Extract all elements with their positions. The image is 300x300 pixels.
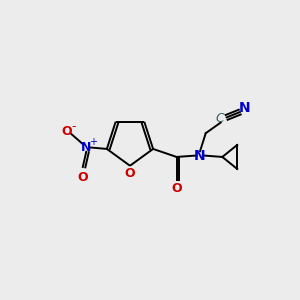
Text: N: N: [194, 148, 206, 163]
Text: N: N: [238, 101, 250, 115]
Text: O: O: [125, 167, 135, 180]
Text: +: +: [88, 137, 97, 147]
Text: O: O: [77, 171, 88, 184]
Text: N: N: [81, 141, 92, 154]
Text: O: O: [171, 182, 182, 195]
Text: C: C: [216, 112, 224, 125]
Text: O: O: [62, 125, 72, 138]
Text: -: -: [71, 120, 76, 133]
